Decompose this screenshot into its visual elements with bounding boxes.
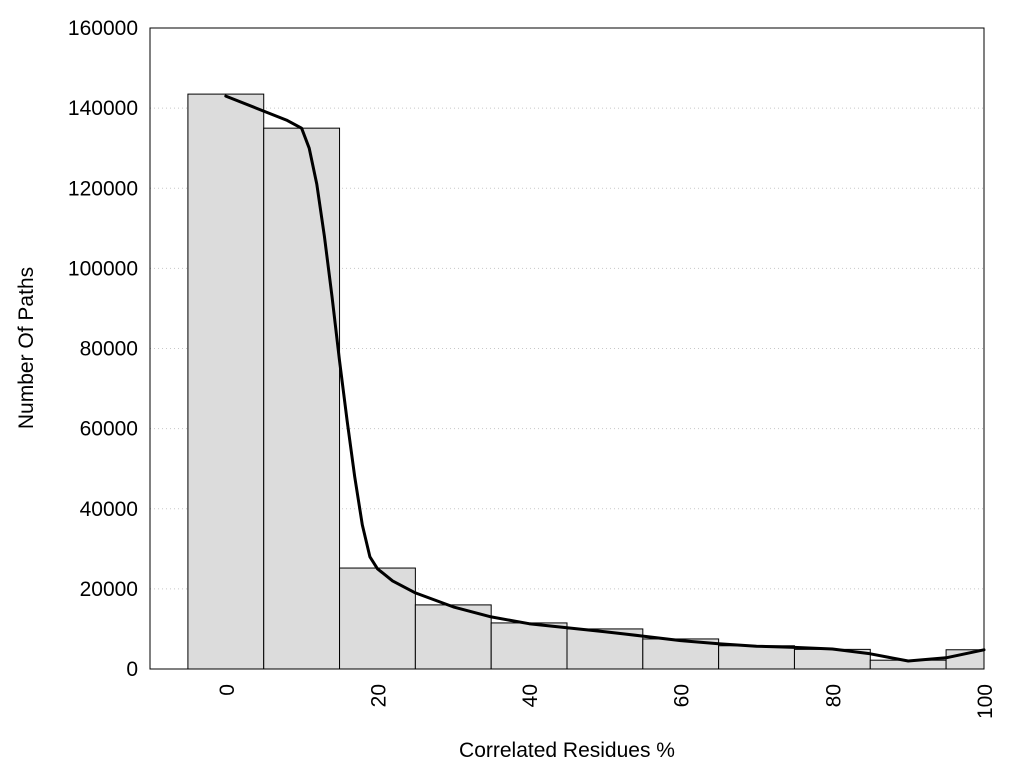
y-tick-label: 20000: [80, 578, 138, 601]
trend-line: [224, 94, 986, 663]
x-tick-label: 60: [671, 684, 694, 707]
histogram-bar: [187, 93, 265, 670]
trend-curve: [224, 94, 986, 663]
y-tick-label: 60000: [80, 418, 138, 441]
histogram-bar: [414, 604, 492, 670]
histogram-bar: [718, 645, 795, 670]
x-tick-label: 20: [367, 684, 390, 707]
x-tick-label: 80: [822, 684, 845, 707]
y-axis-label: Number Of Paths: [15, 267, 38, 429]
histogram-bar: [339, 567, 416, 670]
y-tick-label: 40000: [80, 498, 138, 521]
y-tick-label: 80000: [80, 338, 138, 361]
x-tick-label: 0: [216, 684, 239, 696]
x-tick-label: 40: [519, 684, 542, 707]
x-axis-ticks: 0 20 40 60 80 100: [216, 684, 997, 719]
y-tick-label: 140000: [68, 97, 138, 120]
y-tick-label: 160000: [68, 17, 138, 40]
y-axis-ticks: 0 20000 40000 60000 80000 100000 120000 140000 1…: [68, 17, 138, 681]
grid-lines: [150, 107, 984, 590]
histogram-bar: [263, 127, 341, 670]
bars: [187, 93, 985, 670]
x-axis-label: Correlated Residues %: [459, 739, 675, 762]
y-tick-label: 0: [126, 658, 138, 681]
x-tick-label: 100: [974, 684, 997, 719]
plot-frame: [149, 27, 985, 670]
y-tick-label: 100000: [68, 257, 138, 280]
histogram-bar: [490, 622, 568, 670]
y-tick-label: 120000: [68, 177, 138, 200]
